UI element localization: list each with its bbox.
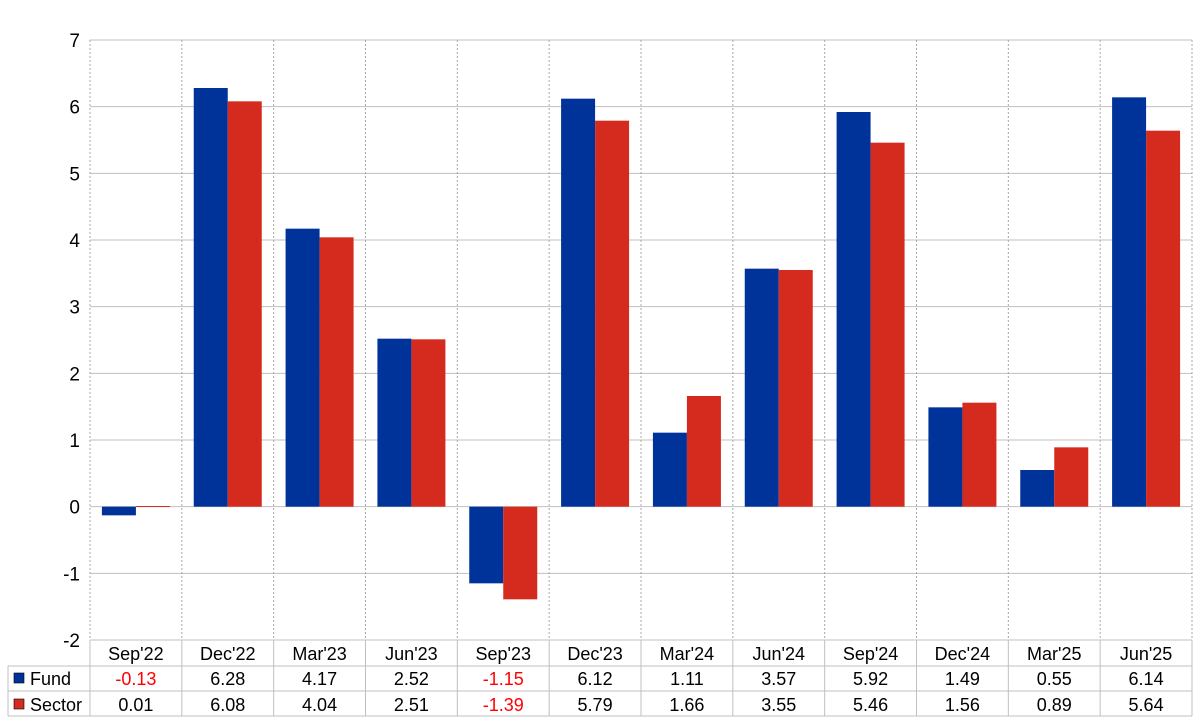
x-category-label: Jun'23 bbox=[385, 644, 437, 664]
data-label-fund: 3.57 bbox=[761, 669, 796, 689]
bar-fund-0 bbox=[101, 506, 136, 516]
data-label-sector: 5.46 bbox=[853, 695, 888, 715]
data-label-fund: -0.13 bbox=[115, 669, 156, 689]
y-tick-label: 5 bbox=[69, 164, 80, 185]
bar-sector-3 bbox=[411, 339, 446, 507]
bar-fund-5 bbox=[561, 98, 596, 507]
bar-fund-8 bbox=[836, 112, 871, 507]
y-tick-label: 0 bbox=[69, 498, 80, 519]
bar-fund-9 bbox=[928, 407, 963, 507]
data-label-sector: 0.01 bbox=[118, 695, 153, 715]
bar-fund-7 bbox=[744, 268, 779, 507]
bar-sector-2 bbox=[319, 237, 354, 507]
x-category-label: Jun'25 bbox=[1120, 644, 1172, 664]
data-label-fund: 0.55 bbox=[1037, 669, 1072, 689]
y-tick-label: 7 bbox=[69, 31, 80, 52]
data-label-sector: 3.55 bbox=[761, 695, 796, 715]
data-label-fund: 4.17 bbox=[302, 669, 337, 689]
legend-swatch-fund bbox=[13, 672, 25, 684]
y-tick-label: 3 bbox=[69, 298, 80, 319]
bar-sector-10 bbox=[1054, 447, 1089, 507]
y-tick-label: 1 bbox=[69, 431, 80, 452]
x-category-label: Sep'24 bbox=[843, 644, 899, 664]
data-label-sector: 2.51 bbox=[394, 695, 429, 715]
data-label-fund: -1.15 bbox=[483, 669, 524, 689]
data-label-fund: 2.52 bbox=[394, 669, 429, 689]
bar-fund-4 bbox=[469, 506, 504, 584]
bar-sector-9 bbox=[962, 402, 997, 507]
bar-sector-4 bbox=[503, 506, 538, 600]
bar-sector-6 bbox=[686, 396, 721, 507]
bar-sector-11 bbox=[1146, 130, 1181, 507]
data-label-sector: 4.04 bbox=[302, 695, 337, 715]
bar-fund-3 bbox=[377, 338, 412, 507]
bar-fund-6 bbox=[652, 432, 687, 507]
bar-fund-1 bbox=[193, 88, 228, 507]
data-label-fund: 6.28 bbox=[210, 669, 245, 689]
legend-label-sector: Sector bbox=[30, 695, 82, 715]
x-category-label: Mar'24 bbox=[660, 644, 714, 664]
bar-fund-11 bbox=[1112, 97, 1147, 507]
bar-sector-0 bbox=[135, 506, 170, 507]
bar-sector-8 bbox=[870, 142, 905, 507]
x-category-label: Mar'23 bbox=[292, 644, 346, 664]
data-label-fund: 1.11 bbox=[670, 669, 704, 689]
data-label-sector: 1.56 bbox=[945, 695, 980, 715]
data-label-sector: -1.39 bbox=[483, 695, 524, 715]
x-category-label: Mar'25 bbox=[1027, 644, 1081, 664]
data-label-sector: 0.89 bbox=[1037, 695, 1072, 715]
data-label-sector: 1.66 bbox=[669, 695, 704, 715]
data-label-sector: 6.08 bbox=[210, 695, 245, 715]
x-category-label: Jun'24 bbox=[753, 644, 805, 664]
bar-sector-7 bbox=[778, 270, 813, 507]
legend-label-fund: Fund bbox=[30, 669, 71, 689]
data-label-sector: 5.64 bbox=[1129, 695, 1164, 715]
data-label-fund: 6.12 bbox=[578, 669, 613, 689]
y-tick-label: 4 bbox=[69, 231, 80, 252]
bar-fund-2 bbox=[285, 228, 320, 507]
x-category-label: Dec'23 bbox=[567, 644, 622, 664]
bar-sector-5 bbox=[595, 120, 630, 507]
x-category-label: Dec'24 bbox=[935, 644, 990, 664]
bar-sector-1 bbox=[227, 101, 262, 507]
bar-fund-10 bbox=[1020, 470, 1055, 507]
legend-swatch-sector bbox=[13, 698, 25, 710]
data-label-fund: 1.49 bbox=[945, 669, 980, 689]
data-label-fund: 5.92 bbox=[853, 669, 888, 689]
y-tick-label: 2 bbox=[69, 364, 80, 385]
x-category-label: Sep'22 bbox=[108, 644, 164, 664]
y-tick-label: -1 bbox=[63, 564, 80, 585]
y-tick-label: 6 bbox=[69, 98, 80, 119]
x-category-label: Dec'22 bbox=[200, 644, 255, 664]
data-label-sector: 5.79 bbox=[578, 695, 613, 715]
data-label-fund: 6.14 bbox=[1129, 669, 1164, 689]
y-tick-label: -2 bbox=[63, 631, 80, 652]
x-category-label: Sep'23 bbox=[476, 644, 532, 664]
